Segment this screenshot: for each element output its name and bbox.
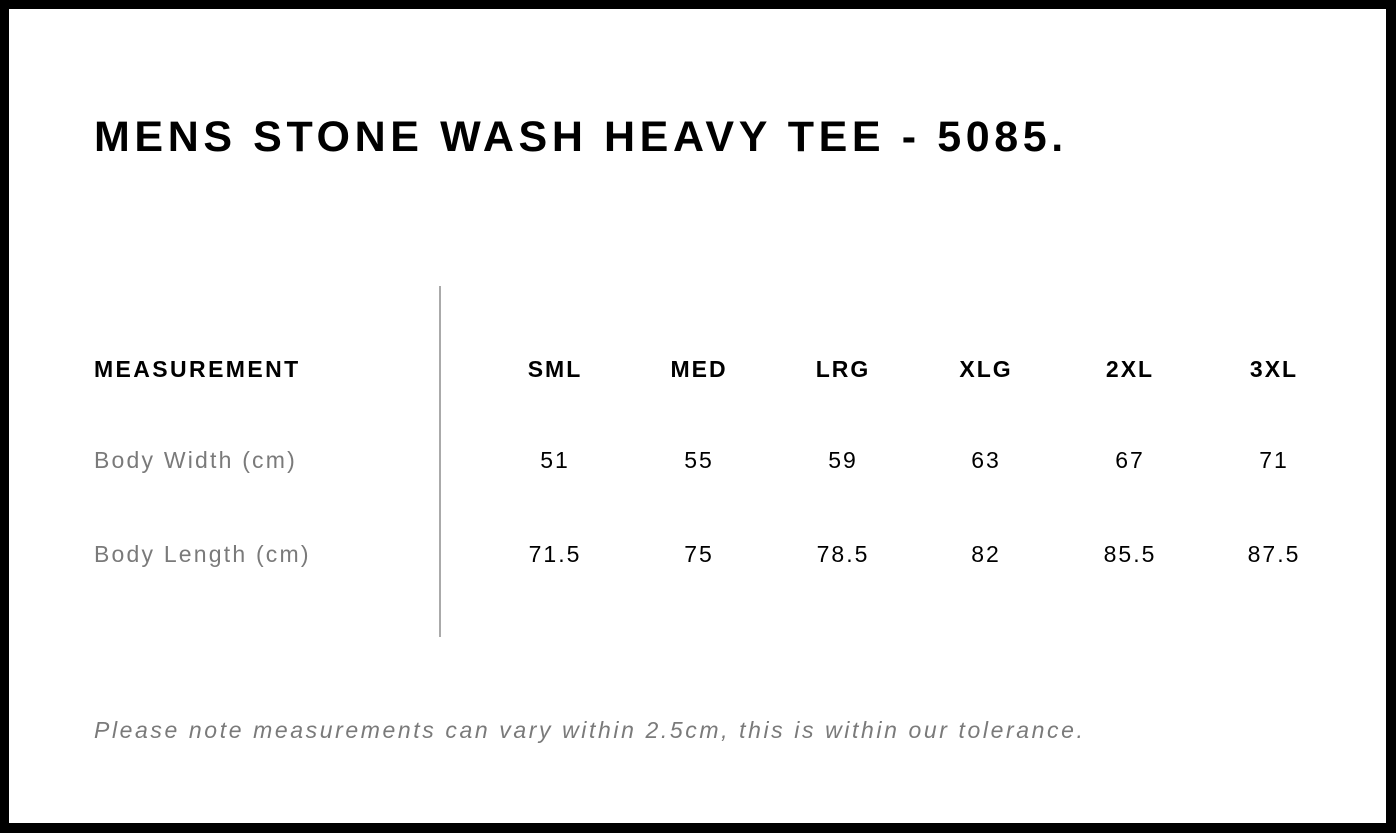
size-header-sml: SML <box>527 356 583 382</box>
size-header-2xl: 2XL <box>1105 356 1155 382</box>
row-label-body-length: Body Length (cm) <box>94 541 311 567</box>
column-divider <box>439 286 441 637</box>
size-header-med: MED <box>670 356 728 382</box>
table-cell: 51 <box>540 447 570 473</box>
table-cell: 85.5 <box>1103 541 1157 567</box>
size-header-xlg: XLG <box>959 356 1013 382</box>
table-cell: 87.5 <box>1247 541 1301 567</box>
table-cell: 82 <box>971 541 1001 567</box>
measurement-header: MEASUREMENT <box>94 356 301 382</box>
table-cell: 75 <box>684 541 714 567</box>
table-cell: 59 <box>828 447 858 473</box>
row-label-body-width: Body Width (cm) <box>94 447 297 473</box>
table-cell: 67 <box>1115 447 1145 473</box>
table-cell: 55 <box>684 447 714 473</box>
page-title: MENS STONE WASH HEAVY TEE - 5085. <box>94 113 1068 161</box>
size-header-3xl: 3XL <box>1249 356 1299 382</box>
size-chart-card: MENS STONE WASH HEAVY TEE - 5085. MEASUR… <box>9 9 1386 823</box>
table-cell: 63 <box>971 447 1001 473</box>
table-cell: 71.5 <box>528 541 582 567</box>
tolerance-note: Please note measurements can vary within… <box>94 717 1086 743</box>
table-cell: 78.5 <box>816 541 870 567</box>
table-cell: 71 <box>1259 447 1289 473</box>
size-header-lrg: LRG <box>815 356 871 382</box>
